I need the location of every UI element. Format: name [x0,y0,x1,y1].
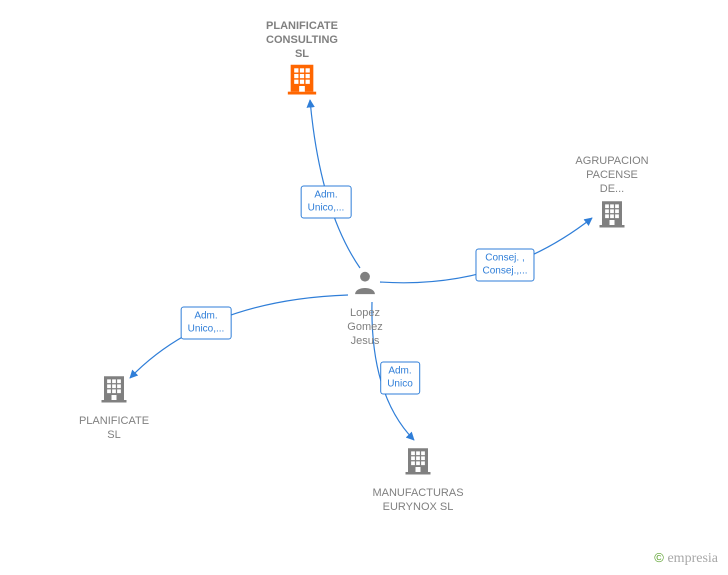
company-node[interactable] [597,198,627,233]
node-label: Lopez Gomez Jesus [347,307,382,348]
building-icon [99,373,129,403]
edge-label: Adm. Unico,... [181,307,232,340]
copyright-symbol: © [654,550,664,565]
edge-label: Adm. Unico [380,362,420,395]
company-node[interactable] [285,61,319,100]
watermark: © empresia [654,550,718,567]
brand-name: empresia [667,551,718,566]
node-label: PLANIFICATE SL [79,415,149,443]
edge [130,295,348,378]
building-icon [285,61,319,95]
center-node[interactable] [351,269,379,302]
person-icon [351,269,379,297]
company-node[interactable] [99,373,129,408]
node-label: MANUFACTURAS EURYNOX SL [372,487,463,515]
node-label: AGRUPACION PACENSE DE... [575,155,648,196]
node-label: PLANIFICATE CONSULTING SL [266,20,338,61]
edge [310,100,360,268]
building-icon [597,198,627,228]
building-icon [403,445,433,475]
edge-label: Adm. Unico,... [301,186,352,219]
edge-label: Consej. , Consej.,... [475,249,534,282]
company-node[interactable] [403,445,433,480]
network-diagram: Lopez Gomez Jesus PLANIFICATE CONSULTING… [0,0,728,575]
